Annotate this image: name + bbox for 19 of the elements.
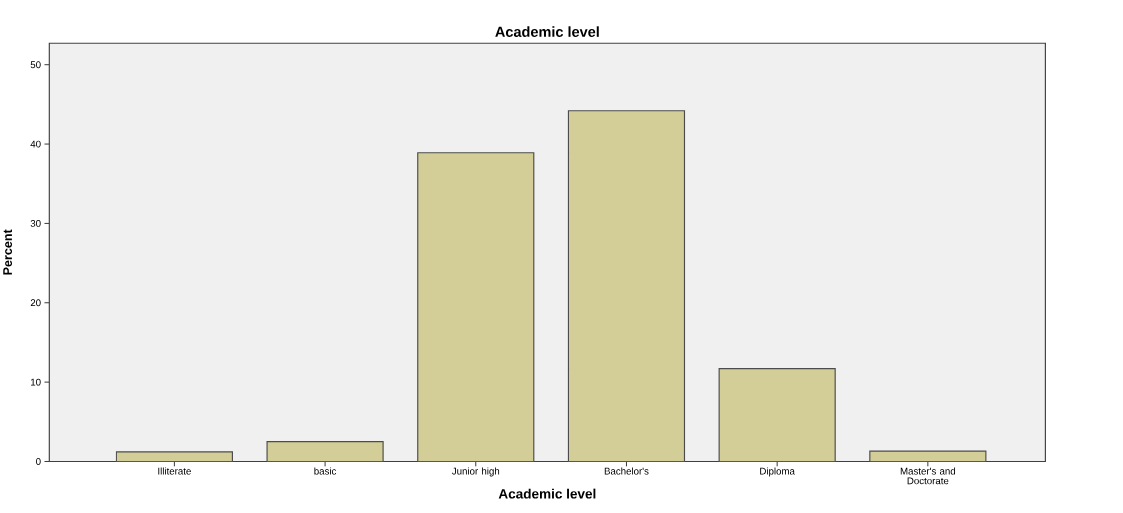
y-tick-label: 50 (30, 61, 41, 69)
y-tick-label: 40 (30, 140, 41, 148)
x-tick-label: Master's and Doctorate (900, 467, 956, 485)
bar (718, 368, 836, 462)
x-tick-label: basic (314, 467, 337, 475)
x-tick-label: Bachelor's (604, 467, 649, 475)
bar (267, 441, 384, 462)
bar (417, 152, 535, 462)
y-axis-title: Percent (3, 229, 13, 275)
y-tick-label: 10 (31, 378, 41, 386)
x-axis-title: Academic level (498, 488, 596, 499)
x-tick-label: Junior high (451, 467, 500, 477)
x-tick-label: Illiterate (158, 467, 191, 475)
y-tick-label: 0 (36, 458, 41, 465)
bar (567, 110, 686, 462)
x-tick-label: Diploma (760, 467, 795, 477)
y-tick-label: 20 (30, 299, 41, 307)
y-tick-label: 30 (30, 219, 41, 227)
chart-title: Academic level (495, 26, 599, 37)
